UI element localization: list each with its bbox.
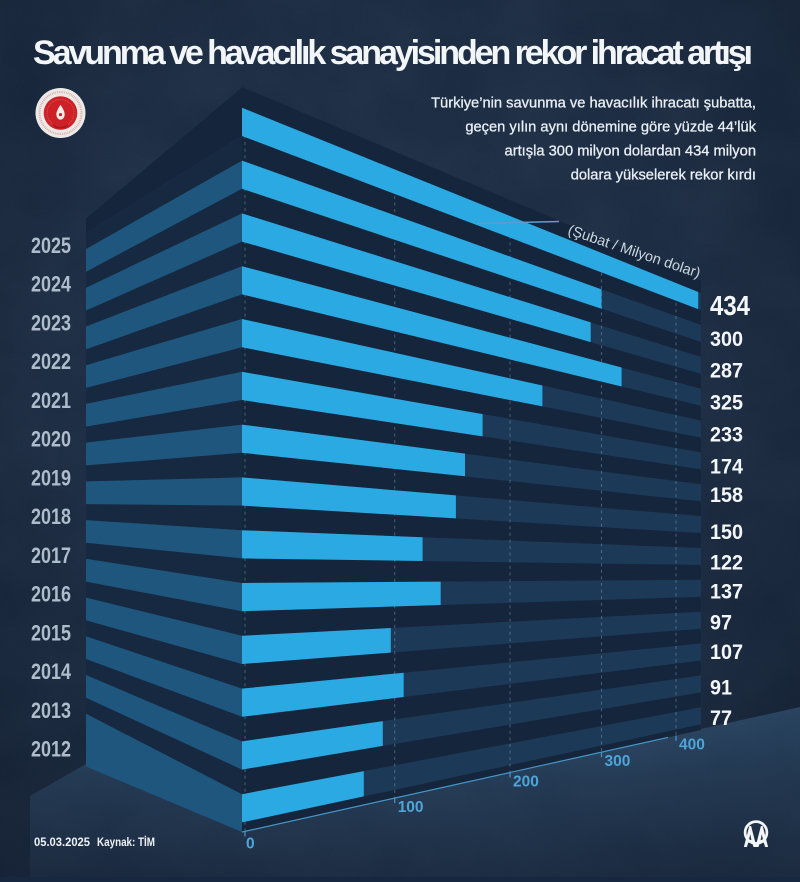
svg-text:2024: 2024 <box>31 272 72 297</box>
svg-text:2014: 2014 <box>31 659 72 684</box>
svg-text:2025: 2025 <box>31 233 71 258</box>
svg-text:2020: 2020 <box>31 427 71 452</box>
svg-text:158: 158 <box>710 483 743 507</box>
svg-text:287: 287 <box>710 358 743 382</box>
svg-text:91: 91 <box>710 675 732 699</box>
svg-text:05.03.2025: 05.03.2025 <box>34 835 90 849</box>
svg-text:2023: 2023 <box>31 311 71 336</box>
svg-text:0: 0 <box>246 835 255 852</box>
svg-text:2012: 2012 <box>31 737 71 762</box>
svg-text:geçen yılın aynı dönemine göre: geçen yılın aynı dönemine göre yüzde 44’… <box>465 120 756 136</box>
svg-text:97: 97 <box>710 610 732 634</box>
svg-text:2017: 2017 <box>31 543 71 568</box>
svg-text:2015: 2015 <box>31 620 71 645</box>
svg-text:325: 325 <box>710 390 743 414</box>
svg-text:400: 400 <box>679 737 705 754</box>
svg-text:2019: 2019 <box>31 465 71 490</box>
svg-text:100: 100 <box>398 799 424 816</box>
svg-text:artışla 300 milyon dolardan 43: artışla 300 milyon dolardan 434 milyon <box>505 144 756 160</box>
svg-text:2018: 2018 <box>31 504 71 529</box>
svg-text:233: 233 <box>710 422 743 446</box>
svg-text:300: 300 <box>605 753 631 770</box>
svg-text:150: 150 <box>710 520 743 544</box>
svg-text:107: 107 <box>710 640 743 664</box>
svg-text:434: 434 <box>710 290 750 321</box>
svg-text:200: 200 <box>513 774 539 791</box>
svg-text:174: 174 <box>710 454 743 478</box>
svg-text:Türkiye’nin savunma ve havacıl: Türkiye’nin savunma ve havacılık ihracat… <box>431 96 756 112</box>
svg-text:77: 77 <box>710 706 732 730</box>
svg-text:300: 300 <box>710 327 743 351</box>
svg-text:2022: 2022 <box>31 349 71 374</box>
svg-text:Savunma ve havacılık sanayisin: Savunma ve havacılık sanayisinden rekor … <box>33 34 753 72</box>
svg-text:Kaynak: TİM: Kaynak: TİM <box>97 834 155 849</box>
svg-text:2013: 2013 <box>31 698 71 723</box>
svg-text:2016: 2016 <box>31 582 71 607</box>
svg-text:122: 122 <box>710 550 743 574</box>
svg-text:137: 137 <box>710 579 743 603</box>
svg-text:2021: 2021 <box>31 388 71 413</box>
svg-text:dolara yükselerek rekor kırdı: dolara yükselerek rekor kırdı <box>571 168 756 184</box>
